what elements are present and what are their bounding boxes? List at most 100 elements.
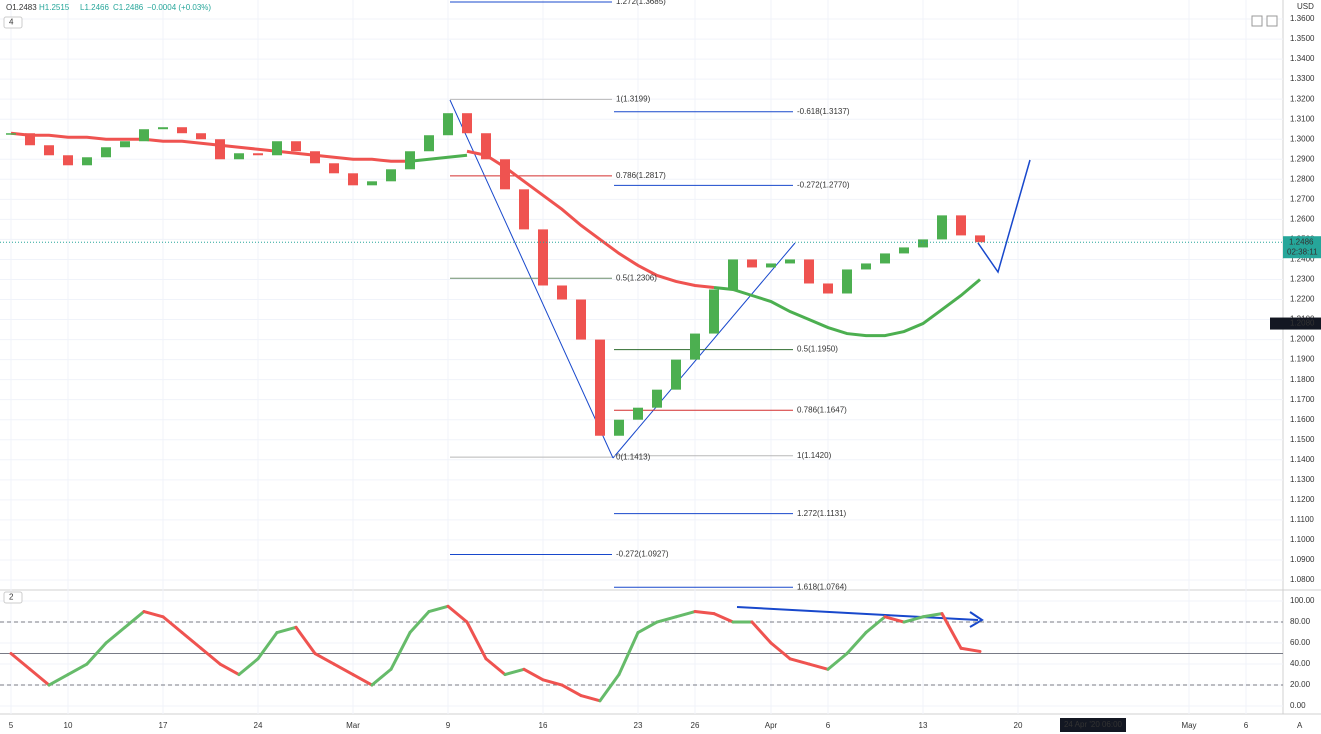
x-tick-label: Apr bbox=[765, 721, 778, 730]
y-tick-label: 1.3100 bbox=[1290, 114, 1315, 123]
oscillator-segment bbox=[256, 631, 279, 661]
oscillator-segment bbox=[427, 604, 450, 614]
scroll-button[interactable] bbox=[1251, 15, 1263, 27]
x-tick-label: Mar bbox=[346, 721, 360, 730]
y-tick-label: 80.00 bbox=[1290, 617, 1311, 626]
candle bbox=[82, 157, 92, 166]
fib-label: 1(1.3199) bbox=[616, 94, 651, 103]
y-tick-label: 1.1800 bbox=[1290, 375, 1315, 384]
oscillator-segment bbox=[769, 641, 792, 661]
y-tick-label: 1.1300 bbox=[1290, 475, 1315, 484]
y-tick-label: 60.00 bbox=[1290, 638, 1311, 647]
oscillator-segment bbox=[123, 610, 146, 629]
fib-label: 0.786(1.2817) bbox=[616, 171, 666, 180]
oscillator-segment bbox=[142, 610, 165, 619]
oscillator-segment bbox=[275, 625, 298, 635]
oscillator-segment bbox=[465, 620, 488, 661]
fullscreen-button[interactable] bbox=[1266, 15, 1278, 27]
oscillator-segment bbox=[807, 662, 830, 671]
y-tick-label: 1.1700 bbox=[1290, 395, 1315, 404]
y-tick-label: 0.00 bbox=[1290, 701, 1306, 710]
x-tick-label: 24 bbox=[254, 721, 263, 730]
candle bbox=[120, 141, 130, 148]
y-tick-label: 1.2000 bbox=[1290, 335, 1315, 344]
fib-anchor-line bbox=[612, 242, 796, 459]
y-tick-label: 1.3000 bbox=[1290, 134, 1315, 143]
candle bbox=[842, 269, 852, 294]
fib-label: 1.272(1.3685) bbox=[616, 0, 666, 6]
oscillator-segment bbox=[161, 615, 184, 635]
candle bbox=[253, 153, 263, 156]
oscillator-segment bbox=[921, 612, 944, 619]
crosshair-price-label: 1.2080 bbox=[1290, 319, 1315, 328]
candle bbox=[329, 163, 339, 174]
oscillator-segment bbox=[408, 610, 431, 635]
ohlc-value: C1.2486 bbox=[113, 3, 144, 12]
oscillator-segment bbox=[598, 673, 621, 703]
candle bbox=[348, 173, 358, 186]
y-tick-label: 1.1100 bbox=[1290, 515, 1314, 524]
candle bbox=[462, 113, 472, 134]
x-tick-label: 6 bbox=[826, 721, 831, 730]
ohlc-header: O1.2483 H1.2515 L1.2466 C1.2486 −0.0004 (+0.… bbox=[6, 3, 211, 12]
pane-index: 4 bbox=[9, 18, 14, 27]
candle bbox=[652, 389, 662, 408]
x-tick-label: 26 bbox=[691, 721, 700, 730]
x-tick-label: 9 bbox=[446, 721, 451, 730]
y-tick-label: 1.1500 bbox=[1290, 435, 1315, 444]
y-tick-label: 1.2400 bbox=[1290, 255, 1315, 264]
oscillator-segment bbox=[66, 662, 89, 677]
moving-average bbox=[10, 131, 410, 163]
ohlc-value: −0.0004 (+0.03%) bbox=[147, 3, 211, 12]
candle bbox=[766, 263, 776, 268]
oscillator-segment bbox=[180, 631, 203, 650]
candle bbox=[101, 147, 111, 158]
ohlc-value: O1.2483 bbox=[6, 3, 37, 12]
fib-label: 0.5(1.1950) bbox=[797, 345, 838, 354]
candle bbox=[747, 259, 757, 268]
candle bbox=[63, 155, 73, 166]
fib-label: -0.272(1.0927) bbox=[616, 550, 669, 559]
candle bbox=[44, 145, 54, 156]
pane-badge bbox=[3, 591, 23, 604]
candle bbox=[690, 333, 700, 360]
y-tick-label: 1.3200 bbox=[1290, 94, 1315, 103]
moving-average bbox=[409, 153, 468, 163]
y-tick-label: 1.2600 bbox=[1290, 214, 1315, 223]
candle bbox=[367, 181, 377, 186]
crosshair-price-box bbox=[1270, 317, 1321, 330]
candle bbox=[823, 283, 833, 294]
fib-label: 1(1.1420) bbox=[797, 451, 832, 460]
oscillator-segment bbox=[864, 615, 887, 635]
candle bbox=[576, 299, 586, 340]
candle bbox=[386, 169, 396, 182]
oscillator-segment bbox=[389, 631, 412, 671]
fib-anchor-line bbox=[449, 99, 614, 459]
candle bbox=[500, 159, 510, 190]
marks bbox=[0, 1, 1283, 703]
drawings bbox=[449, 99, 1031, 628]
currency: USD bbox=[1297, 2, 1314, 11]
oscillator-segment bbox=[446, 604, 469, 624]
x-tick-label: 16 bbox=[539, 721, 548, 730]
grid bbox=[0, 0, 1283, 714]
candle bbox=[519, 189, 529, 230]
y-tick-label: 20.00 bbox=[1290, 680, 1311, 689]
candle bbox=[671, 359, 681, 390]
candle bbox=[728, 259, 738, 290]
candle bbox=[709, 289, 719, 334]
y-tick-label: 1.3500 bbox=[1290, 34, 1315, 43]
fib-label: 1.272(1.1131) bbox=[797, 509, 847, 518]
candle bbox=[614, 419, 624, 436]
oscillator-segment bbox=[636, 620, 659, 635]
oscillator-segment bbox=[788, 657, 811, 666]
candle bbox=[215, 139, 225, 160]
scale-mode[interactable]: A bbox=[1297, 721, 1303, 730]
candle bbox=[158, 127, 168, 130]
countdown: 02:38:11 bbox=[1287, 247, 1318, 256]
oscillator-segment bbox=[351, 673, 374, 687]
oscillator-segment bbox=[85, 641, 108, 666]
oscillator-segment bbox=[902, 615, 925, 624]
candle bbox=[937, 215, 947, 240]
